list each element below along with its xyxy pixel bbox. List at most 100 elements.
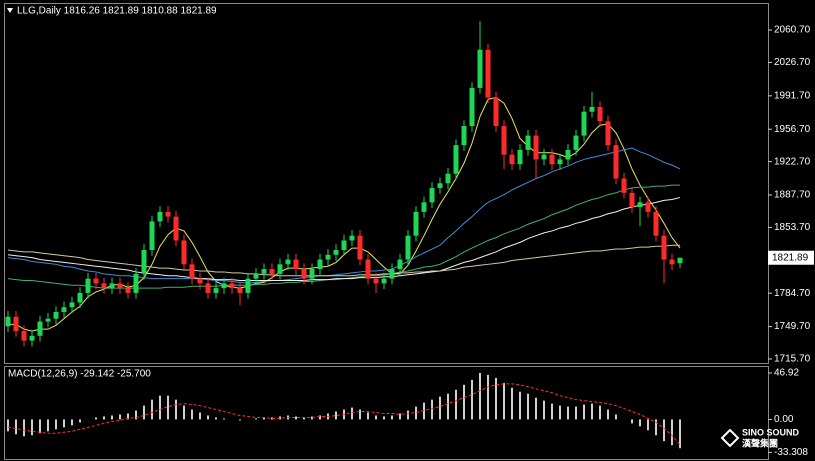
candle-body <box>613 145 619 179</box>
macd-bar <box>103 416 105 420</box>
macd-bar <box>535 397 537 420</box>
macd-bar <box>295 416 297 420</box>
candle-body <box>373 278 379 284</box>
candle-body <box>221 283 227 289</box>
y-tick-label: 1887.70 <box>774 190 811 201</box>
macd-bar <box>151 399 153 420</box>
macd-bar <box>471 379 473 420</box>
candle-body <box>101 283 107 289</box>
macd-bar <box>47 419 49 432</box>
candle-body <box>541 154 547 160</box>
candle-body <box>493 97 499 127</box>
macd-bar <box>399 413 401 420</box>
candle-body <box>605 121 611 146</box>
macd-bar <box>455 389 457 420</box>
macd-bar <box>255 418 257 420</box>
candle-body <box>261 269 267 274</box>
macd-bar <box>335 411 337 420</box>
macd-bar <box>199 412 201 420</box>
macd-bar <box>647 419 649 431</box>
y-tick-label: 1749.70 <box>774 321 811 332</box>
price-label: 1821.89 <box>772 252 809 263</box>
macd-bar <box>95 417 97 420</box>
candle-body <box>301 269 307 279</box>
macd-bar <box>111 415 113 420</box>
macd-bar <box>583 404 585 420</box>
macd-bar <box>191 409 193 420</box>
chart-title: LLG,Daily 1816.26 1821.89 1810.88 1821.8… <box>17 6 217 17</box>
macd-bar <box>63 419 65 428</box>
macd-bar <box>351 407 353 420</box>
macd-bar <box>463 384 465 420</box>
macd-bar <box>167 395 169 420</box>
macd-frame <box>4 366 769 460</box>
y-tick-label: 0.00 <box>774 414 794 425</box>
candle-body <box>69 302 75 308</box>
y-tick-label: -33.308 <box>774 447 808 458</box>
macd-bar <box>559 405 561 420</box>
macd-bar <box>679 419 681 449</box>
candle-body <box>165 211 171 217</box>
y-tick-label: 2060.70 <box>774 25 811 36</box>
macd-bar <box>143 405 145 420</box>
candle-body <box>141 250 147 274</box>
macd-bar <box>391 415 393 420</box>
macd-bar <box>671 419 673 446</box>
macd-bar <box>383 416 385 420</box>
macd-bar <box>615 414 617 420</box>
candle-body <box>565 149 571 160</box>
macd-bar <box>663 419 665 442</box>
candle-body <box>317 259 323 270</box>
candle-body <box>125 288 131 293</box>
candle-body <box>341 240 347 251</box>
macd-bar <box>7 419 9 432</box>
watermark: SINO SOUND 漢聲集團 <box>720 427 800 448</box>
candle-body <box>29 335 35 341</box>
candle-body <box>653 211 659 236</box>
moving-average <box>7 147 681 284</box>
price-frame <box>4 3 769 364</box>
macd-bar <box>367 412 369 420</box>
candle-body <box>37 321 43 336</box>
y-tick-label: 1715.70 <box>774 354 811 365</box>
candle-body <box>557 159 563 165</box>
candle-body <box>461 126 467 146</box>
macd-bar <box>551 403 553 420</box>
macd-bar <box>79 419 81 423</box>
candle-body <box>413 211 419 236</box>
candle-body <box>445 173 451 184</box>
macd-bar <box>431 399 433 420</box>
price-label-box <box>768 250 814 265</box>
candle-body <box>517 149 523 165</box>
candle-body <box>469 87 475 127</box>
macd-bar <box>319 415 321 420</box>
candle-body <box>53 311 59 319</box>
y-tick-label: 1956.70 <box>774 124 811 135</box>
candle-body <box>525 135 531 150</box>
candle-body <box>77 292 83 303</box>
macd-bar <box>303 417 305 420</box>
macd-bar <box>407 410 409 420</box>
macd-bar <box>607 409 609 420</box>
candle-body <box>5 316 11 327</box>
candle-body <box>277 264 283 274</box>
macd-bar <box>479 372 481 420</box>
candle-body <box>237 288 243 293</box>
candle-body <box>509 154 515 165</box>
candle-body <box>173 216 179 241</box>
candle-body <box>389 269 395 279</box>
y-tick-label: 1784.70 <box>774 288 811 299</box>
candle-body <box>669 259 675 265</box>
candle-body <box>13 316 19 332</box>
candle-body <box>437 183 443 189</box>
macd-bar <box>511 387 513 420</box>
y-tick-label: 1991.70 <box>774 90 811 101</box>
candle-body <box>621 178 627 193</box>
macd-title: MACD(12,26,9) -29.142 -25.700 <box>8 369 151 380</box>
candle-body <box>309 269 315 279</box>
candle-body <box>157 211 163 222</box>
candle-body <box>133 273 139 293</box>
candle-body <box>189 264 195 279</box>
